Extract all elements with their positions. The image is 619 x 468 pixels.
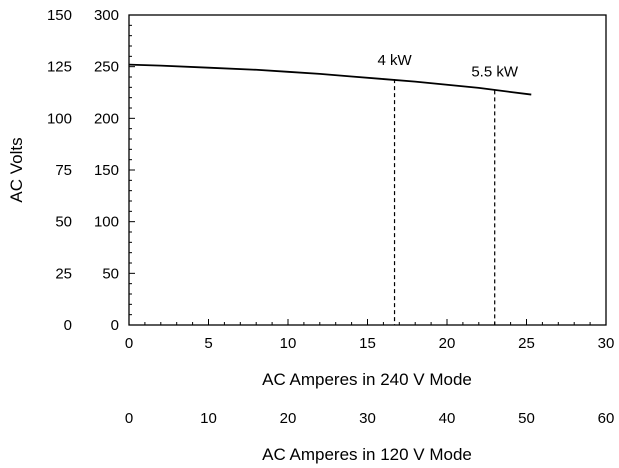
x-tick-label: 15: [359, 335, 376, 352]
minor-ticks: [128, 14, 607, 326]
x-tick-label: 0: [125, 335, 133, 352]
secondary-x-tick-label: 30: [359, 410, 376, 427]
secondary-x-tick-label: 50: [518, 410, 535, 427]
x-tick-label: 10: [280, 335, 297, 352]
secondary-x-tick-label: 10: [200, 410, 217, 427]
x-tick-label: 30: [598, 335, 615, 352]
y-tick-label: 50: [102, 265, 119, 282]
secondary-y-tick-label: 75: [55, 162, 72, 179]
marker-label: 5.5 kW: [471, 63, 519, 80]
secondary-y-tick-label: 25: [55, 265, 72, 282]
secondary-y-tick-label: 150: [47, 7, 72, 24]
secondary-x-tick-label: 60: [598, 410, 615, 427]
series-line: [128, 63, 532, 96]
y-tick-label: 300: [94, 7, 119, 24]
secondary-x-tick-label: 20: [280, 410, 297, 427]
y-tick-label: 100: [94, 214, 119, 231]
x-axis-title: AC Amperes in 240 V Mode: [262, 370, 472, 389]
y-tick-label: 150: [94, 162, 119, 179]
y-tick-label: 250: [94, 59, 119, 76]
secondary-y-tick-label: 125: [47, 59, 72, 76]
secondary-x-tick-label: 0: [125, 410, 133, 427]
x-axis-ticks: 0 5 10 15 20 25 30: [125, 335, 615, 352]
x-tick-label: 20: [439, 335, 456, 352]
secondary-y-tick-label: 50: [55, 214, 72, 231]
y-tick-label: 200: [94, 110, 119, 127]
plot-frame: [128, 14, 607, 326]
secondary-x-axis-ticks: 0 10 20 30 40 50 60: [125, 410, 615, 427]
secondary-x-axis-title: AC Amperes in 120 V Mode: [262, 445, 472, 464]
y-tick-label: 0: [111, 317, 119, 334]
secondary-y-axis-ticks: 0 25 50 75 100 125 150: [47, 7, 72, 334]
secondary-y-tick-label: 100: [47, 110, 72, 127]
secondary-y-tick-label: 0: [64, 317, 72, 334]
y-axis-title: AC Volts: [7, 137, 26, 202]
marker-label: 4 kW: [377, 52, 412, 69]
secondary-x-tick-label: 40: [439, 410, 456, 427]
power-markers: 4 kW 5.5 kW: [377, 52, 519, 325]
x-tick-label: 5: [204, 335, 212, 352]
x-tick-label: 25: [518, 335, 535, 352]
y-axis-ticks: 0 50 100 150 200 250 300: [94, 7, 119, 334]
